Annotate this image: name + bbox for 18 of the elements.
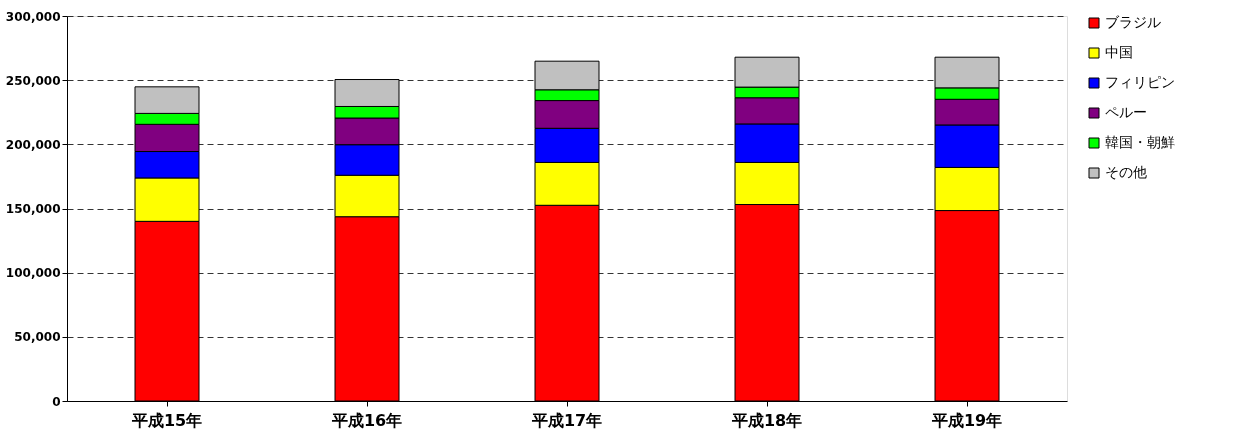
legend-label: 中国 — [1105, 44, 1133, 60]
legend-label: 韓国・朝鮮 — [1105, 134, 1175, 150]
y-tick-label: 100,000 — [5, 266, 61, 281]
x-tick-label: 平成18年 — [730, 410, 803, 430]
y-tick-label: 0 — [52, 394, 61, 409]
legend-label: その他 — [1105, 164, 1147, 180]
y-tick-label: 50,000 — [14, 330, 61, 345]
y-tick-label: 150,000 — [5, 202, 61, 216]
legend-label: ブラジル — [1105, 14, 1161, 30]
legend-label: フィリピン — [1105, 74, 1175, 90]
x-tick-label: 平成15年 — [130, 410, 203, 430]
x-tick-label: 平成19年 — [930, 410, 1003, 430]
y-tick-label: 250,000 — [5, 73, 61, 88]
x-tick-label: 平成16年 — [330, 410, 403, 430]
x-tick-label: 平成17年 — [530, 410, 603, 430]
legend-label: ペルー — [1105, 104, 1147, 120]
y-tick-label: 300,000 — [5, 9, 61, 24]
y-tick-label: 200,000 — [5, 137, 61, 152]
